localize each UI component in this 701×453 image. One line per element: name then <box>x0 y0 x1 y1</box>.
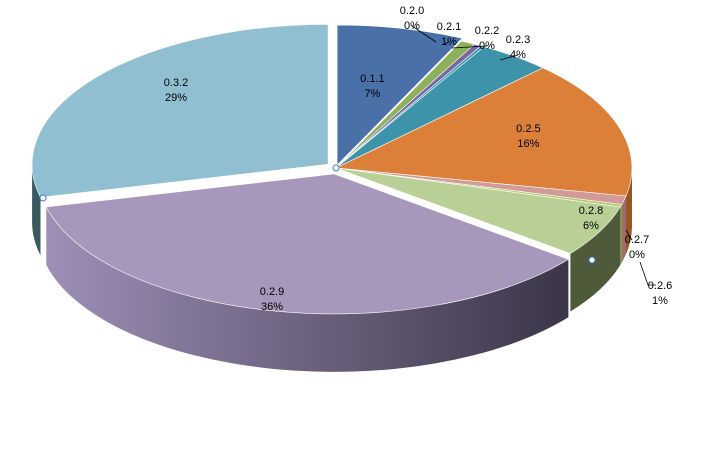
slice-0-3-2 <box>31 23 329 198</box>
slice-side-0-2-6 <box>621 196 626 263</box>
slice-0-2-9 <box>45 173 570 315</box>
slice-percent-0-2-1: 1% <box>441 36 457 48</box>
slice-percent-0-2-7: 0% <box>629 249 645 261</box>
slice-label-0-2-6: 0.2.6 <box>648 280 672 292</box>
leader-line-0-2-1 <box>443 41 450 45</box>
slice-label-0-2-7: 0.2.7 <box>625 234 649 246</box>
slice-label-0-2-8: 0.2.8 <box>579 205 603 217</box>
slice-label-0-2-2: 0.2.2 <box>475 25 499 37</box>
slice-percent-0-2-3: 4% <box>510 49 526 61</box>
slice-side-0-3-2 <box>32 164 41 256</box>
slice-label-0-2-0: 0.2.0 <box>400 5 424 17</box>
slice-percent-0-1-1: 7% <box>364 88 380 100</box>
leader-line-0-2-0 <box>411 25 437 43</box>
slice-percent-0-2-5: 16% <box>517 138 539 150</box>
slice-0-2-5 <box>334 67 633 197</box>
slice-percent-0-3-2: 29% <box>165 92 187 104</box>
slice-percent-0-2-8: 6% <box>583 220 599 232</box>
leader-line-0-2-3 <box>499 54 519 61</box>
leader-line-0-2-7 <box>625 229 633 241</box>
leader-line-0-2-6 <box>639 261 656 286</box>
selection-handle[interactable] <box>588 256 596 264</box>
slice-label-0-1-1: 0.1.1 <box>360 73 384 85</box>
slice-percent-0-2-9: 36% <box>261 301 283 313</box>
slice-0-2-8 <box>335 167 621 254</box>
selection-handle[interactable] <box>332 164 340 172</box>
slice-percent-0-2-0: 0% <box>404 20 420 32</box>
slice-percent-0-2-6: 1% <box>652 295 668 307</box>
slice-label-0-2-3: 0.2.3 <box>506 34 530 46</box>
slice-label-0-2-1: 0.2.1 <box>437 21 461 33</box>
slice-side-0-2-7 <box>620 204 622 265</box>
leader-line-0-2-2 <box>451 45 488 49</box>
slice-percent-0-2-2: 0% <box>479 40 495 52</box>
slice-label-0-2-5: 0.2.5 <box>516 123 540 135</box>
slice-side-0-2-9 <box>46 207 569 372</box>
slice-0-1-1 <box>336 24 463 166</box>
slice-label-0-3-2: 0.3.2 <box>164 77 188 89</box>
selection-handle[interactable] <box>39 194 47 202</box>
slice-label-0-2-9: 0.2.9 <box>260 286 284 298</box>
